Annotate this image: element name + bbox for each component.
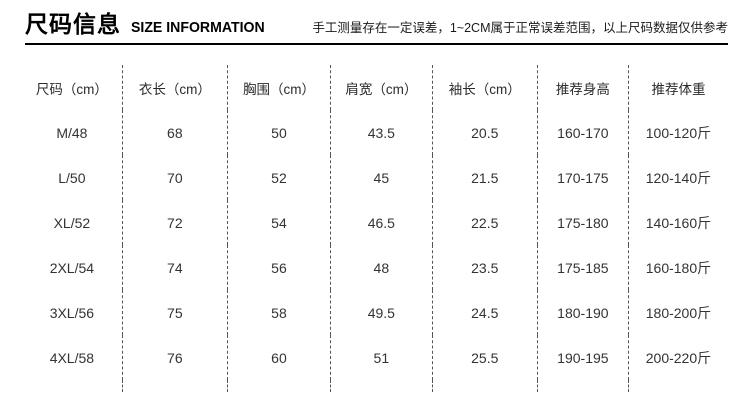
divider-tail-row xyxy=(22,380,728,392)
cell-size: 3XL/56 xyxy=(22,290,123,335)
cell-sleeve: 22.5 xyxy=(432,200,538,245)
cell-weight: 160-180斤 xyxy=(645,259,712,276)
cell-weight: 140-160斤 xyxy=(645,214,712,231)
table-row: L/50 70 52 45 21.5 170-175 120-140斤 xyxy=(22,155,728,200)
page-title-en: SIZE INFORMATION xyxy=(131,19,265,36)
cell-sleeve: 25.5 xyxy=(432,335,538,380)
column-header-sleeve: 袖长（cm） xyxy=(432,65,538,110)
cell-shoulder: 51 xyxy=(330,335,433,380)
size-table: 尺码（cm） 衣长（cm） 胸围（cm） 肩宽（cm） 袖长（cm） 推荐身高 … xyxy=(22,65,728,392)
column-header-weight: 推荐体重 xyxy=(651,81,706,97)
cell-chest: 56 xyxy=(227,245,332,290)
cell-height: 175-185 xyxy=(537,245,629,290)
cell-shoulder: 45 xyxy=(330,155,433,200)
cell-height: 170-175 xyxy=(537,155,629,200)
cell-height: 190-195 xyxy=(537,335,629,380)
cell-size: M/48 xyxy=(22,110,123,155)
cell-weight: 120-140斤 xyxy=(645,169,712,186)
column-header-shoulder: 肩宽（cm） xyxy=(330,65,433,110)
cell-shoulder: 43.5 xyxy=(330,110,433,155)
table-row: 4XL/58 76 60 51 25.5 190-195 200-220斤 xyxy=(22,335,728,380)
cell-sleeve: 21.5 xyxy=(432,155,538,200)
cell-shoulder: 48 xyxy=(330,245,433,290)
cell-shoulder: 49.5 xyxy=(330,290,433,335)
cell-chest: 60 xyxy=(227,335,332,380)
table-row: 3XL/56 75 58 49.5 24.5 180-190 180-200斤 xyxy=(22,290,728,335)
cell-weight: 180-200斤 xyxy=(645,304,712,321)
page-title-cn: 尺码信息 xyxy=(25,11,121,37)
cell-weight: 100-120斤 xyxy=(645,124,712,141)
cell-size: 4XL/58 xyxy=(22,335,123,380)
cell-size: 2XL/54 xyxy=(22,245,123,290)
cell-length: 72 xyxy=(122,200,228,245)
cell-length: 74 xyxy=(122,245,228,290)
header-rule xyxy=(25,43,728,45)
cell-sleeve: 24.5 xyxy=(432,290,538,335)
cell-sleeve: 23.5 xyxy=(432,245,538,290)
cell-chest: 50 xyxy=(227,110,332,155)
cell-chest: 52 xyxy=(227,155,332,200)
cell-length: 76 xyxy=(122,335,228,380)
table-row: M/48 68 50 43.5 20.5 160-170 100-120斤 xyxy=(22,110,728,155)
table-row: 2XL/54 74 56 48 23.5 175-185 160-180斤 xyxy=(22,245,728,290)
column-header-length: 衣长（cm） xyxy=(122,65,228,110)
cell-shoulder: 46.5 xyxy=(330,200,433,245)
cell-size: L/50 xyxy=(22,155,123,200)
cell-size: XL/52 xyxy=(22,200,123,245)
cell-length: 75 xyxy=(122,290,228,335)
cell-length: 70 xyxy=(122,155,228,200)
cell-height: 160-170 xyxy=(537,110,629,155)
cell-height: 175-180 xyxy=(537,200,629,245)
column-header-height: 推荐身高 xyxy=(537,65,629,110)
cell-height: 180-190 xyxy=(537,290,629,335)
cell-chest: 58 xyxy=(227,290,332,335)
column-header-size: 尺码（cm） xyxy=(22,65,123,110)
table-header-row: 尺码（cm） 衣长（cm） 胸围（cm） 肩宽（cm） 袖长（cm） 推荐身高 … xyxy=(22,65,728,110)
measurement-disclaimer: 手工测量存在一定误差，1~2CM属于正常误差范围，以上尺码数据仅供参考 xyxy=(312,20,728,35)
header: 尺码信息 SIZE INFORMATION 手工测量存在一定误差，1~2CM属于… xyxy=(0,0,750,36)
table-row: XL/52 72 54 46.5 22.5 175-180 140-160斤 xyxy=(22,200,728,245)
cell-chest: 54 xyxy=(227,200,332,245)
cell-weight: 200-220斤 xyxy=(645,349,712,366)
cell-length: 68 xyxy=(122,110,228,155)
column-header-chest: 胸围（cm） xyxy=(227,65,332,110)
cell-sleeve: 20.5 xyxy=(432,110,538,155)
title-group: 尺码信息 SIZE INFORMATION xyxy=(25,13,273,36)
